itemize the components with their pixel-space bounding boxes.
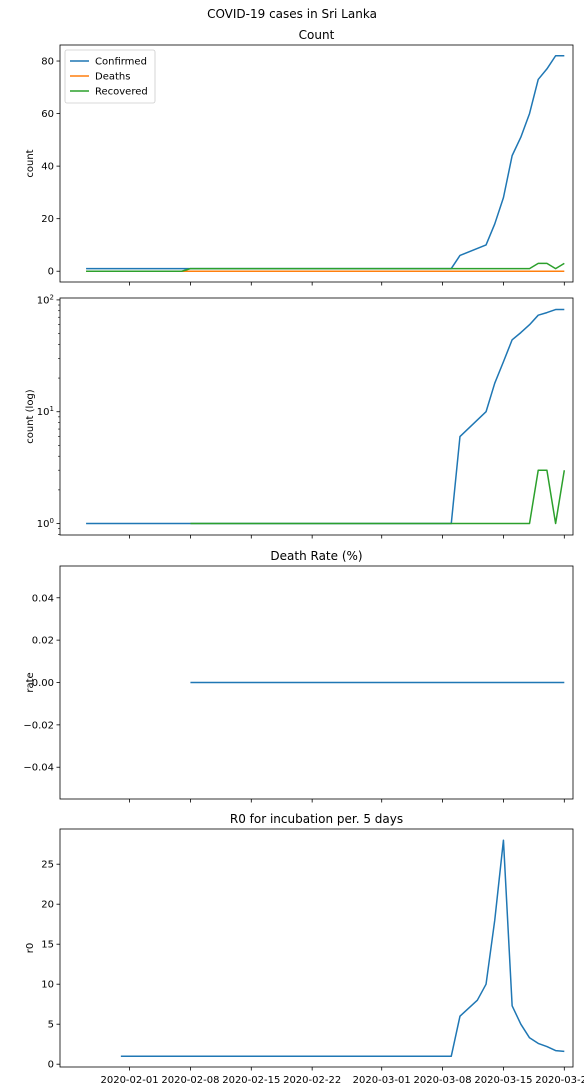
x-tick-label: 2020-03-08 [414, 1075, 472, 1086]
y-axis-label: count [25, 149, 36, 177]
x-tick-label: 2020-03-01 [353, 1075, 411, 1086]
x-tick-label: 2020-02-01 [100, 1075, 158, 1086]
plot-area-frame [59, 297, 574, 536]
y-tick-label: 0.04 [32, 593, 54, 604]
legend-label-deaths: Deaths [95, 72, 130, 83]
series-line-recovered [86, 262, 565, 272]
chart-title: Death Rate (%) [270, 549, 362, 563]
y-tick-label: −0.02 [23, 720, 54, 731]
plot-area-frame [59, 44, 574, 283]
series-line-recovered [190, 469, 566, 525]
y-tick-label: 80 [41, 57, 54, 68]
x-tick-label: 2020-03-15 [474, 1075, 532, 1086]
y-axis-label: rate [25, 672, 36, 692]
y-tick-label: 0.00 [32, 678, 54, 689]
y-tick-label: 10 [41, 980, 54, 991]
y-tick-label: 15 [41, 940, 54, 951]
y-tick-label: 5 [48, 1020, 54, 1031]
y-tick-label: 101 [37, 405, 54, 418]
y-tick-label: 60 [41, 109, 54, 120]
legend-label-recovered: Recovered [95, 87, 148, 98]
legend-box [64, 49, 156, 104]
x-tick-label: 2020-02-08 [161, 1075, 219, 1086]
x-tick-label: 2020-02-15 [222, 1075, 280, 1086]
y-tick-label: 25 [41, 860, 54, 871]
y-tick-label: −0.04 [23, 763, 54, 774]
y-tick-label: 100 [37, 517, 54, 530]
y-tick-label: 0 [48, 267, 54, 278]
y-tick-label: 20 [41, 214, 54, 225]
x-tick-label: 2020-02-22 [283, 1075, 341, 1086]
y-tick-label: 0 [48, 1060, 54, 1071]
y-tick-label: 40 [41, 162, 54, 173]
plot-area-frame [59, 828, 574, 1068]
y-tick-label: 0.02 [32, 636, 54, 647]
figure-title: COVID-19 cases in Sri Lanka [207, 7, 377, 21]
series-line-confirmed [86, 55, 565, 270]
series-line-confirmed [86, 308, 565, 525]
y-tick-label: 20 [41, 900, 54, 911]
y-axis-label: r0 [25, 943, 36, 953]
y-axis-label: count (log) [25, 389, 36, 444]
chart-title: Count [299, 28, 335, 42]
series-line-confirmed [120, 839, 565, 1057]
y-tick-label: 102 [37, 293, 54, 306]
x-tick-label: 2020-03-22 [535, 1075, 584, 1086]
chart-title: R0 for incubation per. 5 days [230, 812, 403, 826]
legend-label-confirmed: Confirmed [95, 57, 147, 68]
